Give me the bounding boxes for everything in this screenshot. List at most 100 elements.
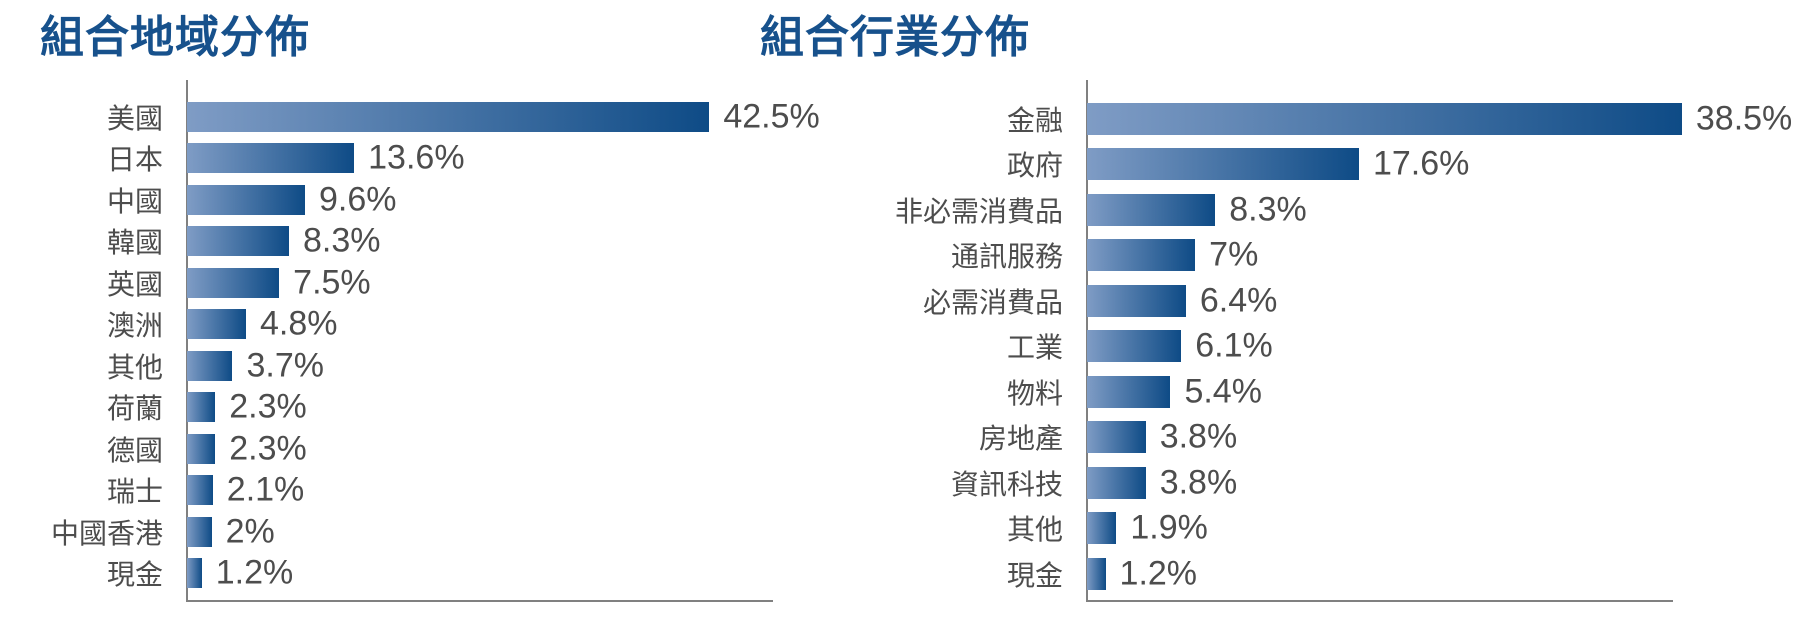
bar-row: 中國 9.6% [40, 179, 772, 221]
bar-track: 5.4% [1087, 369, 1672, 415]
value-label: 3.8% [1159, 463, 1238, 502]
bar [187, 101, 710, 132]
category-label: 中國香港 [50, 517, 163, 549]
industry-bar-rows: 金融 38.5% 政府 17.6% 非必需消費品 8.3% 通訊服務 7% 必需消費品 6.4% 工… [760, 96, 1792, 597]
bar-row: 現金 1.2% [760, 551, 1672, 597]
value-label: 6.4% [1199, 281, 1278, 320]
bar [1087, 421, 1146, 454]
bar-track: 7% [1087, 233, 1672, 279]
bar-track: 3.8% [1087, 460, 1672, 506]
value-label: 7% [1209, 235, 1259, 274]
bar [187, 516, 212, 547]
bar [187, 392, 216, 423]
bar [187, 350, 233, 381]
value-label: 9.6% [318, 180, 397, 219]
category-label: 澳洲 [106, 310, 163, 342]
category-label: 政府 [1006, 150, 1063, 182]
value-label: 1.2% [215, 553, 294, 592]
bar [1087, 193, 1216, 226]
category-label: 金融 [1006, 104, 1063, 136]
bar-track: 2.3% [187, 387, 772, 429]
bar-track: 1.2% [187, 553, 772, 595]
category-label: 中國 [106, 185, 163, 217]
industry-distribution-chart: 組合行業分佈 金融 38.5% 政府 17.6% 非必需消費品 8.3% 通訊服務 7% 必需消… [760, 14, 1792, 602]
bar [187, 184, 305, 215]
bar [1087, 102, 1682, 135]
region-chart-title: 組合地域分佈 [40, 13, 310, 62]
value-label: 7.5% [293, 263, 371, 302]
bar-row: 荷蘭 2.3% [40, 387, 772, 429]
bar-row: 德國 2.3% [40, 428, 772, 470]
category-label: 韓國 [106, 227, 163, 259]
bar [187, 267, 280, 298]
bar [1087, 375, 1171, 408]
bar-row: 金融 38.5% [760, 96, 1792, 142]
bar [1087, 466, 1146, 499]
bar-track: 13.6% [187, 138, 772, 180]
bar [1087, 148, 1359, 181]
bar-row: 資訊科技 3.8% [760, 460, 1672, 506]
value-label: 13.6% [368, 138, 465, 177]
bar-row: 通訊服務 7% [760, 233, 1672, 279]
bar-track: 8.3% [1087, 187, 1672, 233]
category-label: 德國 [106, 434, 163, 466]
bar [187, 558, 202, 589]
value-label: 2.3% [229, 429, 307, 468]
bar [1087, 239, 1196, 272]
value-label: 2% [225, 512, 275, 551]
bar [187, 143, 355, 174]
bar-row: 政府 17.6% [760, 142, 1672, 188]
category-label: 資訊科技 [950, 468, 1063, 500]
bar [1087, 284, 1186, 317]
value-label: 42.5% [723, 97, 820, 136]
bar-track: 2.1% [187, 470, 772, 512]
value-label: 1.2% [1119, 554, 1198, 593]
category-label: 日本 [106, 144, 163, 176]
value-label: 3.8% [1159, 417, 1238, 456]
bar-row: 其他 3.7% [40, 345, 772, 387]
value-label: 2.1% [226, 470, 305, 509]
bar-track: 42.5% [187, 96, 820, 138]
value-label: 2.3% [229, 387, 307, 426]
bar-row: 澳洲 4.8% [40, 304, 772, 346]
category-label: 現金 [1006, 559, 1063, 591]
bar [187, 226, 289, 257]
bar-track: 17.6% [1087, 142, 1672, 188]
bar-track: 7.5% [187, 262, 772, 304]
category-label: 非必需消費品 [894, 195, 1063, 227]
region-distribution-chart: 組合地域分佈 美國 42.5% 日本 13.6% 中國 9.6% 韓國 8.3% 英國 7.5% 澳… [40, 13, 820, 602]
bar-row: 必需消費品 6.4% [760, 278, 1672, 324]
value-label: 3.7% [246, 346, 324, 385]
industry-x-axis-line [1087, 600, 1673, 602]
bar [187, 475, 213, 506]
bar-row: 瑞士 2.1% [40, 470, 772, 512]
bar-track: 1.9% [1087, 506, 1672, 552]
bar-track: 6.1% [1087, 324, 1672, 370]
bar-row: 非必需消費品 8.3% [760, 187, 1672, 233]
category-label: 英國 [106, 268, 163, 300]
bar-row: 現金 1.2% [40, 553, 772, 595]
bar-track: 3.8% [1087, 415, 1672, 461]
value-label: 8.3% [1229, 190, 1307, 229]
category-label: 現金 [106, 559, 163, 591]
bar-row: 物料 5.4% [760, 369, 1672, 415]
bar-row: 房地產 3.8% [760, 415, 1672, 461]
category-label: 荷蘭 [106, 393, 163, 425]
category-label: 其他 [1006, 514, 1063, 546]
bar-row: 美國 42.5% [40, 96, 820, 138]
value-label: 4.8% [259, 304, 338, 343]
bar-track: 6.4% [1087, 278, 1672, 324]
bar-row: 英國 7.5% [40, 262, 772, 304]
category-label: 通訊服務 [950, 241, 1063, 273]
bar-row: 韓國 8.3% [40, 221, 772, 263]
category-label: 美國 [106, 102, 163, 134]
bar-track: 38.5% [1087, 96, 1792, 142]
bar-track: 4.8% [187, 304, 772, 346]
category-label: 必需消費品 [922, 286, 1063, 318]
category-label: 其他 [106, 351, 163, 383]
bar-track: 2.3% [187, 428, 772, 470]
value-label: 6.1% [1195, 326, 1273, 365]
bar-row: 日本 13.6% [40, 138, 772, 180]
bar-track: 3.7% [187, 345, 772, 387]
